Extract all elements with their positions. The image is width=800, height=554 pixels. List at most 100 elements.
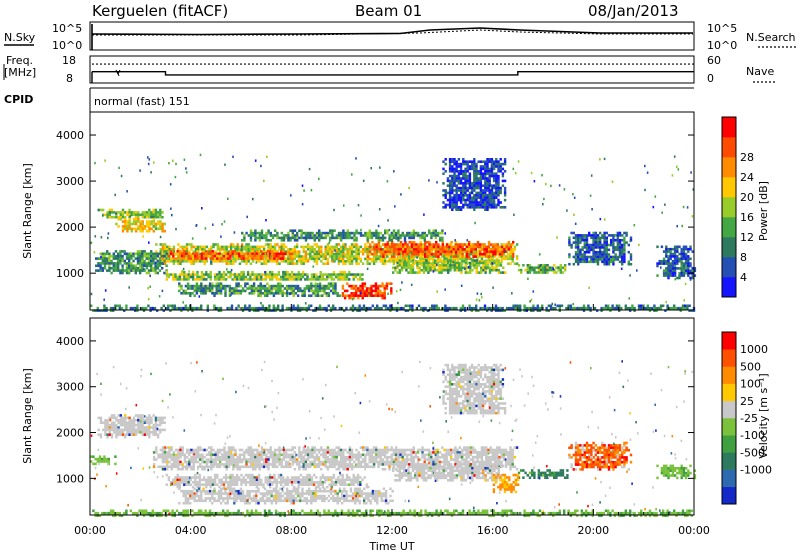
heatmap-cell-3464	[455, 167, 458, 171]
heatmap-cell-3958	[684, 262, 688, 265]
heatmap-cell-2798	[256, 236, 259, 240]
heatmap-cell-3770	[492, 194, 496, 197]
heatmap-cell-408	[238, 248, 242, 251]
heatmap-cell-4436	[104, 159, 106, 162]
heatmap-cell-3909	[673, 271, 677, 275]
heatmap-cell-4048	[180, 309, 183, 312]
heatmap-cell-3245	[599, 236, 602, 240]
heatmap-cell-1389	[279, 257, 283, 260]
heatmap-cell-1268	[189, 257, 193, 260]
heatmap-cell-2590	[403, 266, 406, 270]
heatmap-cell-2892	[324, 234, 327, 237]
heatmap-cell-4158	[354, 306, 357, 310]
heatmap-cell-1893	[152, 262, 155, 265]
heatmap-cell-3342	[618, 250, 622, 254]
heatmap-cell-3852	[662, 271, 666, 275]
heatmap-cell-1225	[509, 262, 512, 265]
heatmap-cell-3704	[486, 162, 489, 166]
heatmap-cell-2356	[274, 287, 278, 290]
heatmap-cell-785	[364, 245, 367, 249]
heatmap-cell-912	[405, 257, 409, 261]
heatmap-cell-1256	[180, 254, 184, 258]
heatmap-cell-4480	[265, 219, 267, 222]
heatmap-cell-2839	[289, 229, 292, 232]
heatmap-cell-2900	[331, 229, 334, 232]
heatmap-cell-2277	[228, 289, 232, 293]
heatmap-cell-5	[106, 211, 109, 214]
heatmap-cell-1958	[187, 275, 190, 279]
heatmap-cell-3708	[486, 172, 489, 175]
heatmap-cell-3554	[466, 179, 469, 183]
heatmap-cell-1315	[227, 254, 230, 258]
heatmap-cell-3107	[561, 271, 565, 274]
heatmap-cell-4250	[494, 304, 498, 308]
heatmap-cell-2882	[318, 231, 321, 235]
heatmap-cell-4205	[424, 306, 427, 310]
heatmap-cell-3987	[691, 276, 694, 280]
heatmap-cell-3292	[607, 243, 611, 247]
heatmap-cell-9	[108, 211, 111, 214]
heatmap-cell-181	[161, 248, 165, 251]
heatmap-cell-3524	[462, 191, 465, 195]
heatmap-cell-2811	[265, 236, 268, 240]
heatmap-cell-214	[172, 248, 176, 251]
heatmap-cell-4588	[444, 288, 446, 291]
heatmap-cell-127	[137, 428, 140, 432]
heatmap-cell-105	[130, 227, 133, 231]
heatmap-cell-149	[143, 428, 147, 432]
heatmap-cell-4032	[156, 309, 159, 312]
heatmap-cell-2607	[411, 266, 415, 270]
heatmap-cell-44	[113, 428, 116, 432]
heatmap-cell-1653	[483, 250, 486, 254]
heatmap-cell-1960	[189, 273, 193, 276]
heatmap-cell-3201	[590, 243, 593, 247]
heatmap-cell-2352	[272, 287, 276, 290]
heatmap-cell-2484	[350, 284, 353, 288]
heatmap-cell-1554	[437, 252, 440, 256]
heatmap-cell-1655	[485, 245, 488, 249]
heatmap-cell-3465	[455, 170, 458, 173]
heatmap-cell-3750	[490, 186, 494, 190]
heatmap-cell-473	[258, 250, 261, 253]
heatmap-cell-1613	[465, 248, 469, 251]
heatmap-cell-2552	[381, 284, 384, 288]
heatmap-cell-2920	[344, 234, 347, 237]
heatmap-cell-4115	[285, 306, 289, 310]
heatmap-cell-664	[324, 252, 327, 256]
heatmap-cell-613	[306, 243, 310, 246]
heatmap-cell-2847	[293, 234, 297, 237]
heatmap-cell-2454	[327, 294, 331, 297]
heatmap-cell-4108	[274, 309, 278, 312]
heatmap-cell-1272	[194, 254, 197, 258]
heatmap-cell-495	[265, 262, 268, 265]
heatmap-cell-3055	[524, 268, 527, 272]
heatmap-cell-93	[124, 227, 127, 231]
heatmap-cell-4157	[351, 309, 355, 312]
heatmap-cell-686	[331, 257, 334, 261]
heatmap-cell-196	[166, 245, 169, 249]
heatmap-cell-3712	[486, 184, 489, 187]
heatmap-cell-2674	[447, 266, 450, 270]
heatmap-cell-1845	[139, 264, 142, 268]
heatmap-cell-4043	[173, 304, 176, 308]
heatmap-cell-16	[104, 433, 107, 436]
heatmap-cell-141	[150, 220, 153, 223]
heatmap-cell-151	[154, 227, 158, 231]
heatmap-cell-608	[304, 250, 308, 253]
heatmap-cell-2349	[270, 289, 273, 293]
heatmap-cell-3275	[603, 258, 606, 261]
heatmap-cell-1019	[441, 255, 444, 258]
heatmap-cell-3742	[490, 160, 494, 163]
heatmap-cell-4502	[90, 241, 93, 244]
heatmap-cell-909	[405, 248, 409, 251]
heatmap-cell-3439	[451, 201, 454, 204]
heatmap-cell-227	[161, 455, 165, 459]
heatmap-cell-4593	[333, 208, 335, 212]
heatmap-cell-4155	[351, 304, 355, 308]
heatmap-cell-2853	[296, 239, 299, 242]
heatmap-cell-2041	[251, 270, 254, 274]
heatmap-cell-2533	[372, 284, 375, 288]
heatmap-cell-1563	[441, 248, 444, 251]
heatmap-cell-17	[115, 211, 118, 214]
heatmap-cell-1896	[154, 252, 157, 256]
